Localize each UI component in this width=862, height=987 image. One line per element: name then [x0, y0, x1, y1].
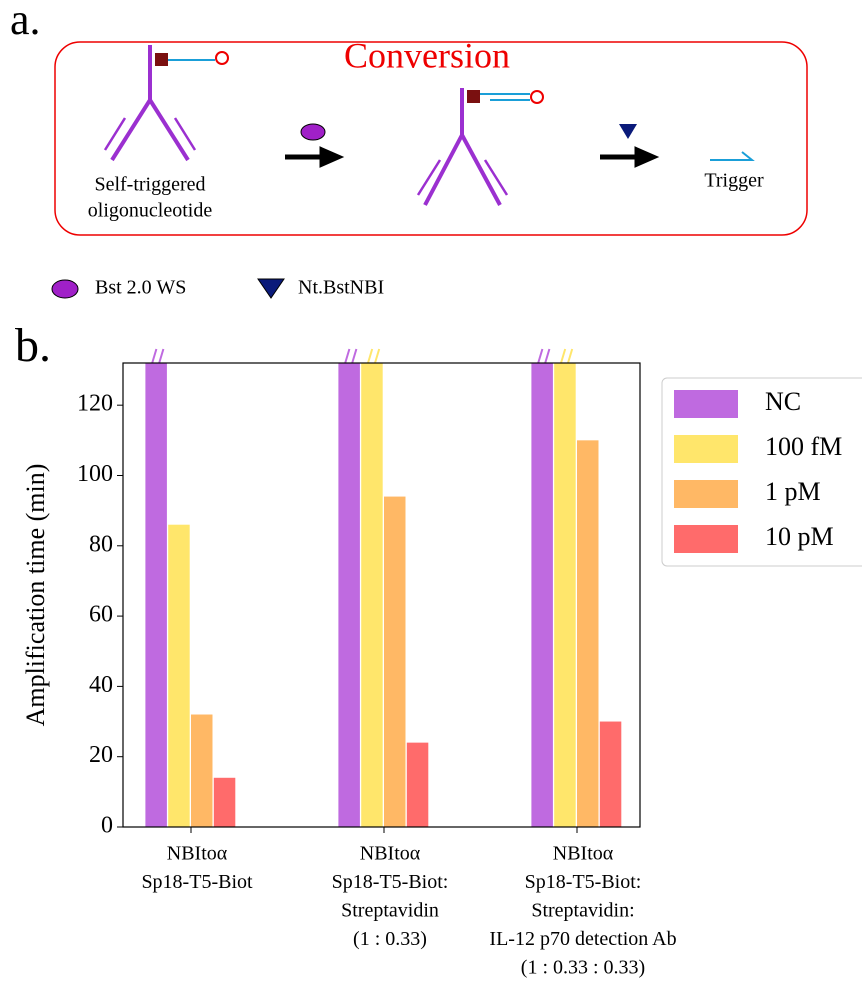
diagram-label: Trigger — [704, 170, 764, 192]
break-mark — [535, 348, 544, 370]
hairpin — [530, 90, 544, 104]
arrow — [600, 146, 660, 168]
oligo — [480, 93, 530, 101]
diagram-title: Conversion — [344, 35, 510, 75]
hairpin — [215, 51, 229, 65]
bar — [554, 363, 576, 827]
x-tick-label: NBItoα — [360, 843, 421, 865]
conversion-box — [54, 41, 808, 236]
legend-swatch — [674, 525, 738, 553]
break-mark — [558, 348, 567, 370]
x-tick-label: Streptavidin — [341, 900, 439, 922]
antibody — [103, 45, 197, 162]
x-tick-label: Streptavidin: — [531, 900, 634, 922]
antibody — [416, 88, 509, 206]
plot-frame — [122, 362, 641, 828]
diagram-label: Self-triggered — [94, 174, 205, 196]
legend-label: Nt.BstNBI — [298, 277, 384, 299]
break-mark — [149, 348, 158, 370]
break-mark — [342, 348, 351, 370]
y-tick-label: 120 — [77, 391, 113, 417]
break-mark — [542, 348, 551, 370]
x-tick-label: (1 : 0.33) — [353, 928, 427, 950]
panel-label: b. — [15, 319, 51, 372]
legend-label: 100 fM — [765, 432, 842, 461]
x-tick-label: Sp18-T5-Biot: — [332, 871, 449, 893]
bar — [168, 524, 190, 827]
diagram-label: oligonucleotide — [88, 200, 213, 222]
y-tick-label: 20 — [89, 742, 113, 768]
legend-label: NC — [765, 387, 801, 416]
legend-icon — [257, 278, 285, 299]
legend-label: Bst 2.0 WS — [95, 277, 186, 299]
bar — [531, 363, 553, 827]
panel-label: a. — [10, 0, 41, 44]
bar — [599, 721, 622, 827]
bar — [361, 363, 383, 827]
break-mark — [365, 348, 374, 370]
y-tick-label: 40 — [89, 672, 113, 698]
enzyme-icon — [619, 124, 637, 139]
x-tick-label: (1 : 0.33 : 0.33) — [521, 957, 645, 979]
x-tick-label: NBItoα — [167, 843, 228, 865]
legend-label: 10 pM — [765, 522, 834, 551]
legend-box — [661, 377, 862, 567]
bar — [145, 363, 167, 827]
y-tick-label: 100 — [77, 461, 113, 487]
legend-swatch — [674, 390, 738, 418]
bar — [406, 742, 429, 827]
break-mark — [565, 348, 574, 370]
x-tick-label: NBItoα — [553, 843, 614, 865]
bar — [384, 496, 406, 827]
break-mark — [349, 348, 358, 370]
legend-swatch — [674, 435, 738, 463]
blocker — [155, 53, 168, 66]
bar — [577, 440, 599, 827]
y-tick-label: 60 — [89, 602, 113, 628]
x-tick-label: Sp18-T5-Biot — [141, 871, 253, 893]
y-tick-label: 80 — [89, 531, 113, 557]
bar — [338, 363, 360, 827]
x-tick-label: Sp18-T5-Biot: — [525, 871, 642, 893]
x-tick-label: IL-12 p70 detection Ab — [489, 928, 676, 950]
enzyme-icon — [300, 123, 326, 141]
legend-label: 1 pM — [765, 477, 821, 506]
bar — [191, 714, 213, 827]
arrow — [285, 146, 345, 168]
y-tick-label: 0 — [101, 813, 113, 839]
break-mark — [156, 348, 165, 370]
blocker — [467, 90, 480, 103]
y-axis-label: Amplification time (min) — [21, 464, 50, 727]
trigger-icon — [710, 151, 755, 161]
legend-swatch — [674, 480, 738, 508]
bar — [213, 777, 236, 827]
break-mark — [372, 348, 381, 370]
legend-icon — [51, 279, 79, 299]
